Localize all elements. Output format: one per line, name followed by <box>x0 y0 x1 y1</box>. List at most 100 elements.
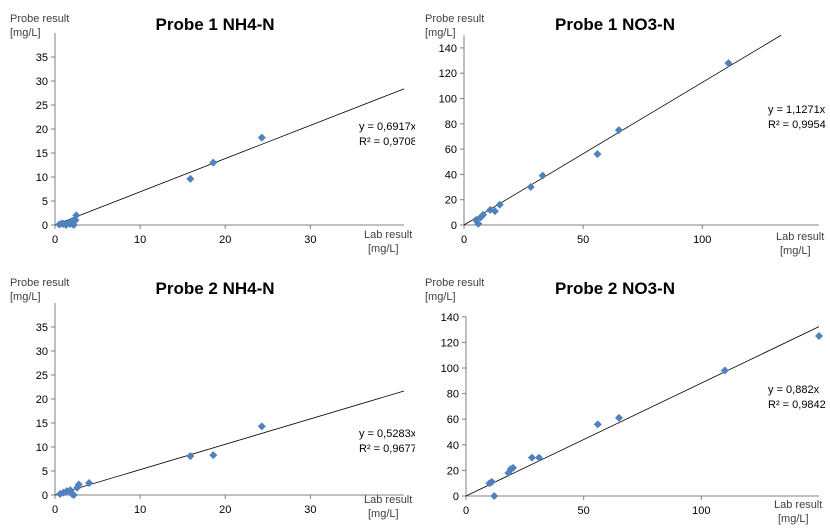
data-point <box>487 477 496 486</box>
data-point <box>72 211 81 220</box>
data-point <box>56 490 65 499</box>
trendline <box>54 390 405 496</box>
x-axis-label: [mg/L] <box>780 245 811 257</box>
trendline <box>465 326 820 497</box>
y-tick-label: 15 <box>36 148 48 160</box>
x-axis-label: [mg/L] <box>778 513 809 525</box>
data-point <box>490 207 499 216</box>
data-point <box>209 158 218 167</box>
chart-panel-probe2-nh4: Probe 2 NH4-N Probe result [mg/L] 0 5 10 15 20 2… <box>0 264 415 528</box>
data-point <box>186 452 195 461</box>
y-tick-label: 5 <box>42 466 48 478</box>
y-tick-label: 25 <box>36 100 48 112</box>
y-tick-label: 100 <box>439 94 457 106</box>
trendline-r2: R² = 0,9708 <box>359 136 415 148</box>
data-point <box>490 492 499 500</box>
y-axis-label: Probe result <box>425 277 484 289</box>
y-axis-label: [mg/L] <box>10 291 41 303</box>
data-point <box>593 420 602 429</box>
data-point <box>186 174 195 183</box>
x-tick-label: 50 <box>578 505 590 517</box>
x-axis-label: Lab result <box>364 229 412 241</box>
data-point <box>69 491 78 499</box>
x-tick-label: 10 <box>134 234 146 246</box>
chart-panel-probe2-no3: Probe 2 NO3-N Probe result [mg/L] 0 20 40 60 80… <box>415 264 830 528</box>
y-tick-label: 40 <box>447 440 459 452</box>
x-tick-label: 20 <box>219 234 231 246</box>
y-tick-label: 30 <box>36 76 48 88</box>
y-tick-label: 20 <box>36 124 48 136</box>
y-tick-label: 0 <box>451 220 457 232</box>
data-point <box>815 332 823 340</box>
y-tick-label: 80 <box>447 389 459 401</box>
data-point <box>474 219 483 228</box>
data-point <box>534 453 543 462</box>
y-tick-label: 15 <box>36 418 48 430</box>
y-tick-label: 80 <box>445 119 457 131</box>
data-point <box>538 171 547 180</box>
y-tick-label: 60 <box>445 144 457 156</box>
y-tick-label: 5 <box>42 196 48 208</box>
y-tick-label: 40 <box>445 169 457 181</box>
y-tick-label: 35 <box>36 52 48 64</box>
x-tick-label: 0 <box>52 504 58 516</box>
x-tick-label: 30 <box>304 504 316 516</box>
chart-panel-probe1-no3: Probe 1 NO3-N Probe result [mg/L] 0 20 40 60 80… <box>415 0 830 264</box>
data-point <box>486 205 495 214</box>
y-tick-label: 100 <box>441 363 459 375</box>
y-axis-label: [mg/L] <box>425 27 456 39</box>
trendline-equation: y = 0,5283x <box>359 428 415 440</box>
y-tick-label: 140 <box>439 43 457 55</box>
y-tick-label: 0 <box>453 491 459 503</box>
trendline-r2: R² = 0,9842 <box>768 399 826 411</box>
y-tick-label: 140 <box>441 312 459 324</box>
y-axis-label: [mg/L] <box>425 291 456 303</box>
chart-panel-probe1-nh4: Probe 1 NH4-N Probe result [mg/L] 0 5 10 15 20 2… <box>0 0 415 264</box>
y-tick-label: 20 <box>445 195 457 207</box>
data-point <box>495 200 504 209</box>
y-tick-label: 0 <box>42 490 48 502</box>
chart-svg: Probe 2 NH4-N Probe result [mg/L] 0 5 10 15 20 2… <box>10 277 415 520</box>
data-point <box>476 213 485 222</box>
y-tick-label: 0 <box>42 220 48 232</box>
y-axis-label: Probe result <box>10 277 69 289</box>
x-tick-label: 0 <box>52 234 58 246</box>
data-point <box>257 133 266 142</box>
x-axis-label: [mg/L] <box>368 243 399 255</box>
data-point <box>257 422 266 431</box>
y-tick-label: 30 <box>36 346 48 358</box>
x-axis-label: Lab result <box>776 231 824 243</box>
x-tick-label: 30 <box>304 234 316 246</box>
x-axis-label: [mg/L] <box>368 508 399 520</box>
y-tick-label: 60 <box>447 414 459 426</box>
trendline-equation: y = 1,1271x <box>768 104 826 116</box>
y-tick-label: 120 <box>441 337 459 349</box>
trendline-equation: y = 0,882x <box>768 384 820 396</box>
data-point <box>593 150 602 159</box>
data-point <box>73 483 82 492</box>
data-point <box>74 480 83 489</box>
y-tick-label: 20 <box>447 465 459 477</box>
x-tick-label: 100 <box>693 234 711 246</box>
y-axis-label: [mg/L] <box>10 27 41 39</box>
y-tick-label: 35 <box>36 322 48 334</box>
y-tick-label: 10 <box>36 442 48 454</box>
y-tick-label: 20 <box>36 394 48 406</box>
data-point <box>85 479 94 487</box>
data-point <box>720 366 729 375</box>
data-point <box>66 486 75 495</box>
data-point <box>509 463 518 472</box>
chart-title: Probe 2 NH4-N <box>155 279 274 298</box>
y-tick-label: 120 <box>439 68 457 80</box>
chart-title: Probe 1 NH4-N <box>155 15 274 34</box>
chart-svg: Probe 1 NO3-N Probe result [mg/L] 0 20 40 60 80… <box>425 13 826 257</box>
trendline-r2: R² = 0,9954 <box>768 119 826 131</box>
y-tick-label: 25 <box>36 370 48 382</box>
chart-title: Probe 1 NO3-N <box>555 15 675 34</box>
data-point <box>209 451 218 460</box>
trendline-equation: y = 0,6917x <box>359 121 415 133</box>
x-tick-label: 10 <box>134 504 146 516</box>
x-tick-label: 50 <box>577 234 589 246</box>
x-axis-label: Lab result <box>364 494 412 506</box>
data-point <box>526 183 535 192</box>
